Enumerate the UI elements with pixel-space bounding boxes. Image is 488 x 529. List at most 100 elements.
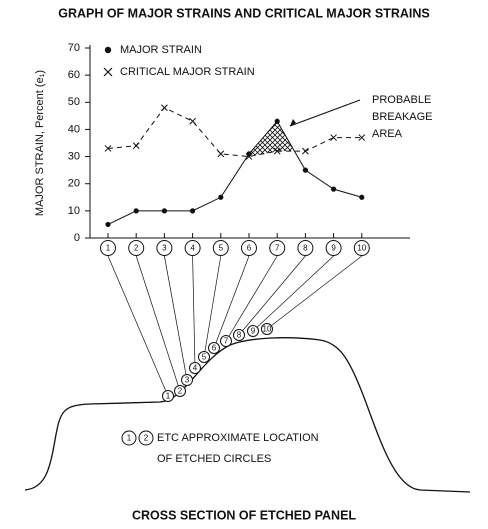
panel-profile bbox=[24, 337, 471, 493]
breakage-area bbox=[247, 121, 295, 157]
x-tick-label: 8 bbox=[303, 244, 308, 253]
annotation: PROBABLE bbox=[372, 94, 431, 106]
category-circle bbox=[128, 240, 145, 256]
connector bbox=[213, 255, 250, 349]
chart-title: GRAPH OF MAJOR STRAINS AND CRITICAL MAJO… bbox=[58, 6, 430, 20]
point bbox=[330, 134, 337, 141]
point bbox=[105, 221, 111, 228]
category-circle bbox=[269, 240, 286, 256]
panel-circle bbox=[162, 390, 174, 402]
legend-circle-label: 2 bbox=[144, 434, 149, 443]
y-tick-label: 0 bbox=[74, 232, 80, 244]
point bbox=[274, 118, 280, 124]
connector bbox=[238, 255, 306, 336]
y-tick-label: 60 bbox=[68, 69, 80, 81]
diagram-legend: OF ETCHED CIRCLES bbox=[157, 453, 271, 465]
legend-circle bbox=[138, 430, 154, 446]
category-circle bbox=[353, 240, 370, 256]
x-tick-label: 3 bbox=[162, 244, 167, 253]
y-tick-label: 10 bbox=[68, 205, 80, 217]
y-tick-label: 50 bbox=[68, 96, 80, 108]
diagram-legend: ETC APPROXIMATE LOCATION bbox=[157, 432, 319, 444]
point bbox=[189, 117, 196, 125]
panel-circle bbox=[220, 335, 232, 347]
connector bbox=[266, 255, 363, 330]
category-circle bbox=[184, 240, 201, 256]
x-tick-label: 6 bbox=[247, 244, 252, 253]
panel-circle-label: 6 bbox=[212, 344, 217, 353]
panel-circle-label: 5 bbox=[202, 353, 207, 362]
category-circle bbox=[212, 240, 229, 256]
point bbox=[217, 150, 225, 158]
arrow-head bbox=[290, 119, 296, 126]
diagram-caption: CROSS SECTION OF ETCHED PANEL bbox=[132, 508, 356, 522]
legend-marker bbox=[103, 67, 113, 77]
panel-circle bbox=[233, 329, 245, 341]
legend-circle-label: 1 bbox=[127, 434, 132, 443]
point bbox=[132, 142, 140, 150]
category-circle bbox=[325, 240, 342, 256]
connector bbox=[203, 255, 222, 358]
panel-circle-label: 2 bbox=[178, 387, 183, 396]
point bbox=[104, 145, 112, 152]
panel-circle-label: 8 bbox=[237, 331, 242, 340]
panel-circle-label: 3 bbox=[185, 376, 190, 385]
annotation-arrow bbox=[289, 99, 361, 127]
panel-circle-label: 7 bbox=[224, 337, 229, 346]
point bbox=[246, 151, 252, 157]
panel-circle-label: 1 bbox=[166, 392, 171, 401]
legend-label: MAJOR STRAIN bbox=[120, 44, 202, 56]
category-circle bbox=[241, 240, 257, 256]
point bbox=[218, 194, 224, 200]
connector bbox=[252, 255, 334, 332]
series-line bbox=[107, 120, 362, 225]
x-tick-label: 7 bbox=[275, 244, 280, 253]
y-axis-label: MAJOR STRAIN, Percent (e₁) bbox=[34, 70, 46, 216]
point bbox=[359, 194, 365, 200]
panel-circle bbox=[181, 374, 193, 386]
x-tick-label: 4 bbox=[190, 244, 195, 253]
connector bbox=[192, 255, 196, 369]
y-tick-label: 30 bbox=[68, 150, 80, 162]
point bbox=[358, 134, 366, 141]
connector bbox=[107, 255, 169, 397]
point bbox=[331, 186, 337, 192]
point bbox=[302, 147, 309, 155]
panel-circle bbox=[174, 385, 186, 397]
connector bbox=[135, 255, 181, 392]
panel-circle bbox=[261, 323, 273, 335]
point bbox=[245, 153, 253, 160]
legend-marker bbox=[104, 46, 112, 54]
panel-circle-label: 4 bbox=[193, 364, 198, 373]
connector bbox=[164, 255, 188, 381]
category-circle bbox=[100, 240, 116, 256]
panel-circle-label: 10 bbox=[263, 325, 272, 334]
point bbox=[161, 104, 168, 112]
point bbox=[273, 147, 281, 155]
x-tick-label: 1 bbox=[106, 244, 111, 253]
connector bbox=[225, 255, 278, 342]
legend-label: CRITICAL MAJOR STRAIN bbox=[120, 66, 255, 78]
panel-circle bbox=[208, 342, 220, 354]
point bbox=[133, 208, 139, 214]
x-tick-label: 5 bbox=[219, 244, 224, 253]
annotation: AREA bbox=[372, 128, 403, 140]
x-tick-label: 9 bbox=[331, 244, 336, 253]
panel-circle bbox=[247, 325, 259, 337]
point bbox=[302, 167, 308, 173]
point bbox=[161, 208, 167, 214]
y-tick-label: 40 bbox=[68, 123, 80, 135]
y-tick-label: 20 bbox=[68, 178, 80, 190]
x-tick-label: 2 bbox=[134, 244, 139, 253]
x-tick-label: 10 bbox=[357, 244, 366, 253]
panel-circle bbox=[198, 351, 210, 363]
point bbox=[190, 208, 196, 214]
panel-circle bbox=[189, 362, 201, 374]
annotation: BREAKAGE bbox=[372, 111, 433, 123]
y-tick-label: 70 bbox=[68, 42, 80, 54]
series-line bbox=[107, 107, 362, 158]
category-circle bbox=[297, 240, 314, 256]
category-circle bbox=[156, 240, 173, 256]
legend-circle bbox=[121, 430, 137, 446]
